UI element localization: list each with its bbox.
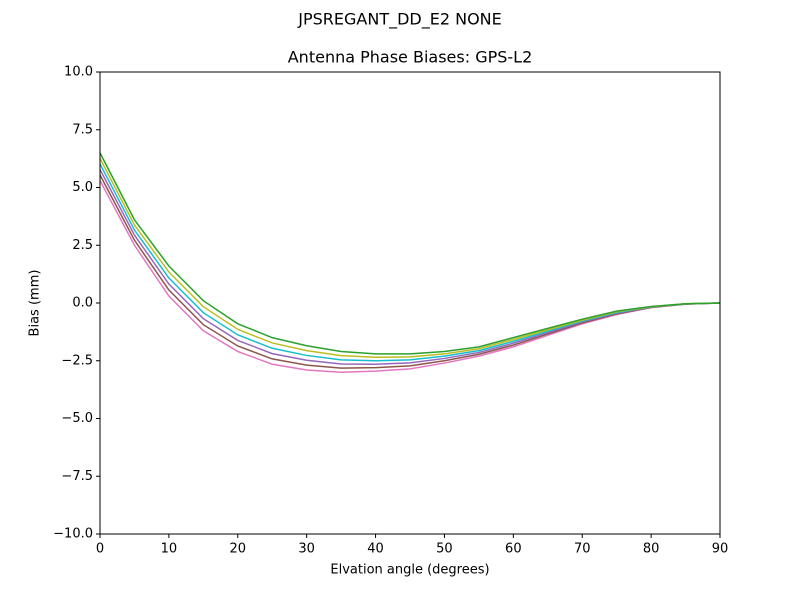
y-tick-label: 10.0 [64, 65, 93, 80]
y-tick-label: 2.5 [72, 238, 93, 253]
x-tick-label: 30 [298, 542, 315, 557]
x-axis-label: Elvation angle (degrees) [330, 563, 489, 578]
x-tick-label: 20 [230, 542, 247, 557]
suptitle: JPSREGANT_DD_E2 NONE [297, 10, 502, 30]
y-tick-label: −5.0 [61, 411, 93, 426]
series-line [99, 158, 721, 359]
y-tick-label: 7.5 [72, 122, 93, 137]
x-tick-label: 10 [161, 542, 178, 557]
x-tick-label: 70 [574, 542, 591, 557]
x-tick-label: 50 [436, 542, 453, 557]
y-tick-label: 0.0 [72, 296, 93, 311]
series-line [99, 180, 721, 374]
x-tick-label: 40 [367, 542, 384, 557]
series-line [99, 152, 721, 355]
series-line [99, 163, 721, 362]
plot-frame [99, 71, 721, 535]
series-line [99, 174, 721, 369]
y-axis-label: Bias (mm) [28, 270, 43, 337]
x-tick-label: 80 [643, 542, 660, 557]
y-tick-label: −2.5 [61, 353, 93, 368]
chart-title: Antenna Phase Biases: GPS-L2 [288, 48, 533, 67]
x-tick-label: 90 [712, 542, 729, 557]
y-tick-label: 5.0 [72, 180, 93, 195]
series-line [99, 169, 721, 365]
y-tick-label: −7.5 [61, 469, 93, 484]
x-tick-label: 60 [505, 542, 522, 557]
y-tick-label: −10.0 [53, 527, 93, 542]
x-tick-label: 0 [96, 542, 104, 557]
